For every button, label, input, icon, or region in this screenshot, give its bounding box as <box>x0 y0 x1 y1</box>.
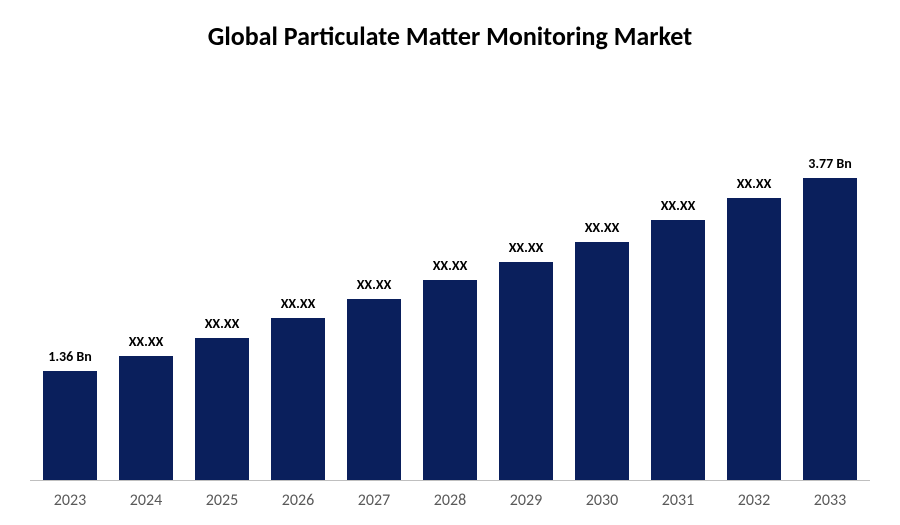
bar-value-label: XX.XX <box>585 219 620 236</box>
bar <box>119 356 174 480</box>
bar-group: XX.XX <box>415 257 485 480</box>
bar <box>423 280 478 480</box>
chart-container: Global Particulate Matter Monitoring Mar… <box>0 0 900 525</box>
bar-value-label: XX.XX <box>205 315 240 332</box>
bar-value-label: XX.XX <box>737 175 772 192</box>
bar-group: XX.XX <box>567 219 637 480</box>
bar <box>727 198 782 480</box>
bar <box>575 242 630 480</box>
x-axis: 2023 2024 2025 2026 2027 2028 2029 2030 2031 2032… <box>30 481 870 510</box>
bar-group: 3.77 Bn <box>795 155 865 480</box>
chart-area: 1.36 Bn XX.XX XX.XX XX.XX XX.XX XX.XX XX.XX XX.… <box>30 82 870 510</box>
x-axis-label: 2030 <box>567 491 637 510</box>
x-axis-label: 2025 <box>187 491 257 510</box>
bar-value-label: XX.XX <box>129 333 164 350</box>
bar <box>195 338 250 480</box>
bar-value-label: XX.XX <box>509 239 544 256</box>
x-axis-label: 2024 <box>111 491 181 510</box>
bar-group: 1.36 Bn <box>35 348 105 480</box>
bars-region: 1.36 Bn XX.XX XX.XX XX.XX XX.XX XX.XX XX.XX XX.… <box>30 82 870 481</box>
bar-group: XX.XX <box>643 197 713 480</box>
bar-group: XX.XX <box>719 175 789 480</box>
chart-title: Global Particulate Matter Monitoring Mar… <box>30 20 870 52</box>
x-axis-label: 2023 <box>35 491 105 510</box>
x-axis-label: 2029 <box>491 491 561 510</box>
bar-value-label: XX.XX <box>433 257 468 274</box>
x-axis-label: 2032 <box>719 491 789 510</box>
x-axis-label: 2027 <box>339 491 409 510</box>
bar <box>347 299 402 480</box>
x-axis-label: 2028 <box>415 491 485 510</box>
bar-value-label: XX.XX <box>357 276 392 293</box>
bar-group: XX.XX <box>491 239 561 480</box>
bar <box>803 178 858 480</box>
x-axis-label: 2031 <box>643 491 713 510</box>
bar <box>43 371 98 480</box>
bar-group: XX.XX <box>111 333 181 480</box>
bar <box>499 262 554 480</box>
bar-group: XX.XX <box>263 295 333 480</box>
bar-value-label: XX.XX <box>281 295 316 312</box>
bar-group: XX.XX <box>187 315 257 480</box>
bar-value-label: 1.36 Bn <box>48 348 92 365</box>
bar-value-label: XX.XX <box>661 197 696 214</box>
bar-group: XX.XX <box>339 276 409 480</box>
bar <box>271 318 326 480</box>
x-axis-label: 2033 <box>795 491 865 510</box>
x-axis-label: 2026 <box>263 491 333 510</box>
bar-value-label: 3.77 Bn <box>808 155 852 172</box>
bar <box>651 220 706 480</box>
